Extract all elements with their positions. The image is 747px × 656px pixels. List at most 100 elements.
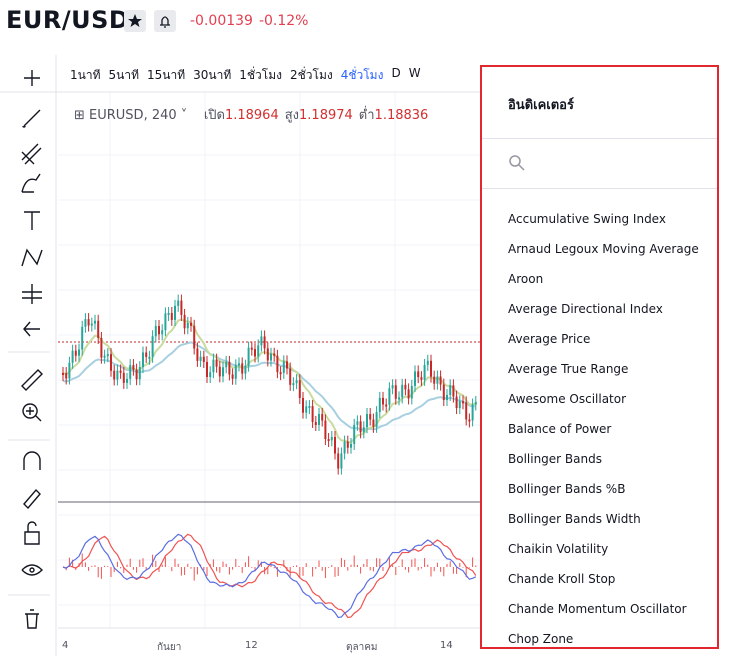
candle-body [417,371,420,378]
timeframe-button[interactable]: 2ชั่วโมง [289,68,333,82]
candle-body [212,359,215,373]
candle-body [292,383,295,386]
timeframe-button[interactable]: 30นาที [193,68,232,82]
timeframe-button[interactable]: 4ชั่วโมง [340,68,384,82]
candle-body [362,427,365,433]
candle-body [202,356,205,362]
bell-icon [160,16,170,28]
candle-body [311,406,314,422]
drawing-tool-icon[interactable] [21,369,43,391]
indicator-item[interactable]: Chande Kroll Stop [508,572,616,586]
indicator-item[interactable]: Chop Zone [508,632,574,646]
candle-body [241,363,244,374]
star-icon [128,14,142,27]
candle-body [110,354,112,371]
candle-body [65,373,68,379]
x-axis-label: กันยา [157,642,182,653]
separator [482,138,717,139]
candle-body [222,367,224,377]
timeframe-button[interactable]: D [391,66,401,80]
candle-body [116,370,119,380]
drawing-tool-icon[interactable] [25,609,39,629]
candle-body [225,361,228,368]
indicator-item[interactable]: Average True Range [508,362,629,376]
low-label: ต่ำ [358,108,375,123]
timeframe-button[interactable]: 1นาที [70,68,101,82]
indicator-dropdown: อินดิเคเตอร์ Accumulative Swing Index Arn… [480,65,719,649]
candle-body [436,376,439,384]
drawing-tool-icon[interactable] [22,284,42,304]
candle-body [375,412,378,427]
high-label: สูง [284,108,300,123]
candle-body [209,372,212,378]
indicator-item[interactable]: Accumulative Swing Index [508,212,666,226]
indicator-item[interactable]: Bollinger Bands [508,452,602,466]
drawing-tool-icon[interactable] [21,248,43,267]
drawing-tool-icon[interactable] [22,109,41,128]
candle-body [282,361,285,373]
candle-body [158,326,160,335]
candle-body [228,361,231,375]
indicator-item[interactable]: Balance of Power [508,422,612,436]
drawing-tool-icon[interactable] [24,70,40,86]
candle-body [247,347,250,366]
change-percent: -0.12% [258,13,309,29]
symbol: EUR/USD [6,6,130,34]
symbol-interval[interactable]: EURUSD, 240 [89,108,177,123]
indicator-item[interactable]: Bollinger Bands Width [508,512,641,526]
indicator-item[interactable]: Awesome Oscillator [508,392,627,406]
price-change: -0.00139 -0.12% [190,13,314,29]
drawing-tool-icon[interactable] [24,521,40,545]
candle-body [346,441,349,448]
indicator-item[interactable]: Chaikin Volatility [508,542,609,556]
candle-body [343,441,346,454]
candle-body [423,364,426,380]
candle-body [103,355,106,358]
candle-body [276,355,279,373]
candle-body [154,326,157,337]
candle-body [340,453,343,469]
candle-body [106,354,109,357]
drawing-tool-icon[interactable] [23,488,41,510]
candle-body [90,323,93,326]
indicator-item[interactable]: Average Directional Index [508,302,663,316]
candle-body [180,300,183,315]
drawing-tool-icon[interactable] [22,403,42,422]
candle-body [295,380,298,384]
candle-body [314,421,317,425]
indicator-item[interactable]: Arnaud Legoux Moving Average [508,242,699,256]
candle-body [305,406,308,413]
candle-body [218,366,221,377]
drawing-tool-icon[interactable] [21,143,42,165]
candle-body [206,361,208,378]
indicator-item[interactable]: Chande Momentum Oscillator [508,602,687,616]
candle-body [286,361,288,369]
candle-body [465,402,468,420]
timeframe-button[interactable]: W [408,66,421,80]
indicator-item[interactable]: Aroon [508,272,544,286]
candle-body [257,345,260,357]
timeframe-button[interactable]: 15นาที [147,68,186,82]
candle-body [372,419,375,427]
candle-body [462,401,464,404]
x-axis-label: 14 [440,640,453,651]
drawing-tool-icon[interactable] [21,564,43,576]
drawing-tool-icon[interactable] [23,321,40,337]
candle-body [250,347,253,350]
timeframe-button[interactable]: 1ชั่วโมง [239,68,282,82]
x-axis-label: 4 [62,640,69,651]
timeframe-button[interactable]: 5นาที [108,68,140,82]
candle-body [330,436,333,441]
drawing-tool-icon[interactable] [23,451,41,470]
candle-body [238,363,240,366]
alert-button[interactable] [154,10,176,32]
indicator-item[interactable]: Average Price [508,332,591,346]
drawing-tool-icon[interactable] [21,173,41,193]
candle-body [350,443,352,448]
candle-body [394,385,397,399]
indicator-item[interactable]: Bollinger Bands %B [508,482,626,496]
search-icon[interactable] [508,154,526,172]
candle-body [164,313,167,331]
drawing-tool-icon[interactable] [24,211,40,230]
